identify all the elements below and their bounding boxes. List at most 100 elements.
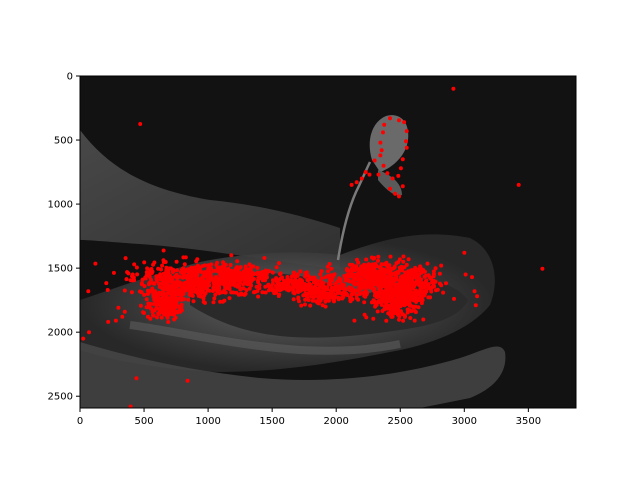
data-point (376, 259, 380, 263)
y-tick-label: 500 (54, 136, 73, 147)
data-point (296, 287, 300, 291)
data-point (353, 277, 357, 281)
data-point (213, 276, 217, 280)
data-point (303, 298, 307, 302)
data-point (406, 308, 410, 312)
data-point (405, 146, 409, 150)
data-point (299, 281, 303, 285)
data-point (339, 292, 343, 296)
data-point (362, 300, 366, 304)
data-point (175, 268, 179, 272)
data-point (232, 280, 236, 284)
data-point (388, 187, 392, 191)
data-point (393, 192, 397, 196)
data-point (256, 295, 260, 299)
data-point (298, 269, 302, 273)
data-point (464, 273, 468, 277)
data-point (368, 173, 372, 177)
data-point (356, 283, 360, 287)
data-point (397, 118, 401, 122)
data-point (387, 285, 391, 289)
data-point (217, 291, 221, 295)
data-point (195, 257, 199, 261)
data-point (171, 276, 175, 280)
data-point (311, 292, 315, 296)
data-point (308, 304, 312, 308)
data-point (375, 270, 379, 274)
data-point (292, 271, 296, 275)
data-point (296, 297, 300, 301)
data-point (155, 294, 159, 298)
data-point (397, 314, 401, 318)
data-point (222, 299, 226, 303)
data-point (414, 305, 418, 309)
data-point (179, 305, 183, 309)
data-point (385, 171, 389, 175)
data-point (152, 314, 156, 318)
data-point (81, 337, 85, 341)
data-point (203, 301, 207, 305)
data-point (245, 274, 249, 278)
data-point (388, 116, 392, 120)
data-point (256, 280, 260, 284)
data-point (327, 274, 331, 278)
data-point (212, 296, 216, 300)
data-point (242, 286, 246, 290)
data-point (421, 298, 425, 302)
data-point (396, 303, 400, 307)
data-point (389, 310, 393, 314)
data-point (185, 268, 189, 272)
data-point (277, 285, 281, 289)
data-point (424, 274, 428, 278)
x-tick-label: 0 (77, 416, 83, 427)
data-point (229, 290, 233, 294)
data-point (159, 275, 163, 279)
data-point (339, 278, 343, 282)
data-point (368, 286, 372, 290)
data-point (364, 286, 368, 290)
data-point (155, 315, 159, 319)
data-point (328, 262, 332, 266)
data-point (145, 305, 149, 309)
data-point (452, 297, 456, 301)
data-point (439, 264, 443, 268)
data-point (160, 316, 164, 320)
data-point (348, 263, 352, 267)
data-point (160, 299, 164, 303)
data-point (173, 288, 177, 292)
data-point (255, 285, 259, 289)
data-point (401, 260, 405, 264)
data-point (388, 275, 392, 279)
data-point (383, 307, 387, 311)
data-point (142, 311, 146, 315)
data-point (408, 316, 412, 320)
data-point (116, 306, 120, 310)
data-point (326, 269, 330, 273)
data-point (316, 291, 320, 295)
data-point (373, 305, 377, 309)
data-point (140, 282, 144, 286)
data-point (470, 275, 474, 279)
data-point (292, 281, 296, 285)
data-point (345, 267, 349, 271)
data-point (371, 283, 375, 287)
data-point (517, 183, 521, 187)
data-point (357, 267, 361, 271)
data-point (391, 315, 395, 319)
data-point (349, 274, 353, 278)
data-point (303, 303, 307, 307)
data-point (214, 279, 218, 283)
data-point (138, 122, 142, 126)
data-point (407, 275, 411, 279)
data-point (145, 274, 149, 278)
data-point (262, 273, 266, 277)
data-point (286, 276, 290, 280)
data-point (306, 274, 310, 278)
data-point (266, 283, 270, 287)
data-point (262, 256, 266, 260)
data-point (406, 302, 410, 306)
data-point (134, 376, 138, 380)
data-point (475, 294, 479, 298)
data-point (106, 320, 110, 324)
